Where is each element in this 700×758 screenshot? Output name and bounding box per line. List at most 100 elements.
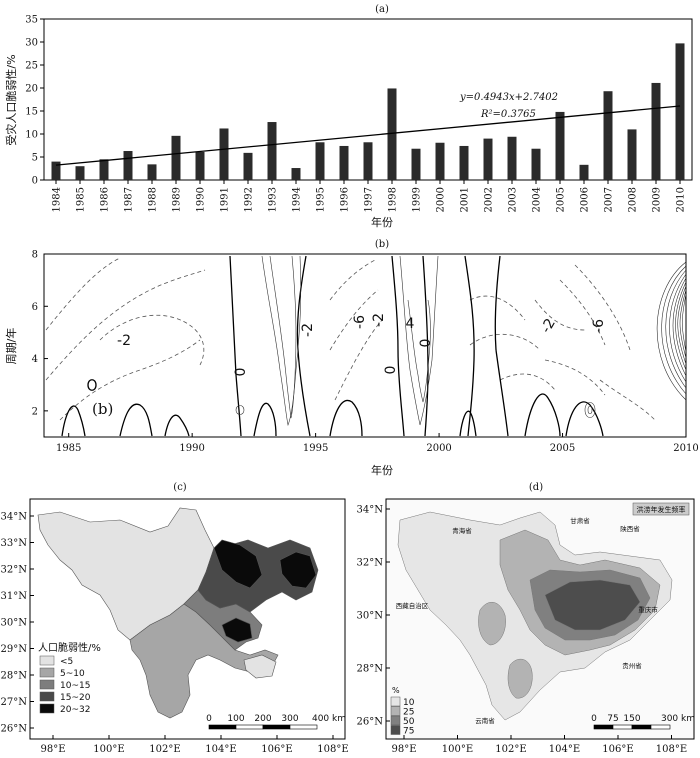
bar-2003 bbox=[507, 136, 517, 180]
scale-label: 300 bbox=[281, 714, 298, 724]
lon-tick-label: 102°E bbox=[495, 744, 526, 755]
contour-label: -6 bbox=[591, 319, 607, 333]
legend-label: 10~15 bbox=[60, 681, 90, 691]
x-tick-label: 2005 bbox=[556, 187, 567, 212]
lat-tick-label: 32°N bbox=[357, 558, 384, 569]
x-tick-label: 1996 bbox=[340, 187, 351, 212]
legend-label: 15~20 bbox=[60, 693, 91, 703]
scale-segment bbox=[612, 724, 633, 730]
legend-label: <5 bbox=[60, 657, 73, 667]
bar-1984 bbox=[51, 161, 61, 180]
bar-1998 bbox=[387, 88, 397, 180]
contour-label: -2 bbox=[538, 316, 559, 336]
bar-2006 bbox=[579, 164, 589, 180]
bar-2010 bbox=[675, 43, 685, 180]
x-tick-label: 2006 bbox=[580, 187, 591, 212]
panel-b-label: (b) bbox=[375, 239, 389, 250]
y-tick-label: 20 bbox=[25, 84, 38, 95]
bar-2009 bbox=[651, 82, 661, 180]
legend-swatch bbox=[39, 691, 55, 702]
x-tick-label: 1985 bbox=[56, 443, 81, 454]
scale-segment bbox=[235, 724, 264, 730]
lon-tick-label: 100°E bbox=[442, 744, 473, 755]
panel-c-label: (c) bbox=[173, 482, 187, 493]
legend-swatch bbox=[39, 679, 55, 690]
lon-tick-label: 106°E bbox=[602, 744, 633, 755]
x-tick-label: 2007 bbox=[604, 187, 615, 212]
panel-c-map: (c) 34°N 33°N 32°N 31°N 30°N 29°N 28°N 27°N 26°N… bbox=[1, 482, 349, 755]
panel-d-legend-title: % bbox=[392, 686, 400, 695]
bar-1992 bbox=[243, 152, 253, 180]
bar-1994 bbox=[291, 168, 301, 180]
scale-label: 300 km bbox=[661, 714, 695, 724]
vulnerability-regions bbox=[37, 507, 319, 719]
x-tick-label: 2009 bbox=[652, 187, 663, 212]
x-tick-label: 2004 bbox=[532, 187, 543, 212]
y-tick-label: 0 bbox=[32, 176, 38, 187]
contour-label: 4 bbox=[406, 316, 415, 332]
bar-2007 bbox=[603, 91, 613, 180]
bar-1996 bbox=[339, 145, 349, 180]
y-tick-label: 10 bbox=[25, 130, 38, 141]
contour-label: -2 bbox=[117, 333, 131, 349]
lon-tick-label: 104°E bbox=[205, 744, 236, 755]
y-tick-label: 35 bbox=[25, 15, 38, 26]
lat-tick-label: 31°N bbox=[1, 591, 28, 602]
x-tick-label: 1999 bbox=[412, 187, 423, 212]
bar-1997 bbox=[363, 142, 373, 180]
x-tick-label: 1989 bbox=[172, 187, 183, 212]
lon-tick-label: 108°E bbox=[656, 744, 687, 755]
lat-tick-label: 34°N bbox=[357, 505, 384, 516]
x-tick-label: 1994 bbox=[292, 187, 303, 212]
scale-segment bbox=[631, 724, 652, 730]
legend-swatch bbox=[39, 655, 55, 666]
y-tick-label: 6 bbox=[32, 302, 38, 313]
place-label: 陕西省 bbox=[620, 524, 640, 533]
legend-label: 10 bbox=[403, 698, 415, 708]
y-tick-label: 30 bbox=[25, 38, 38, 49]
lon-tick-label: 108°E bbox=[317, 744, 348, 755]
x-tick-label: 2001 bbox=[460, 187, 471, 212]
legend-label: 25 bbox=[403, 708, 414, 718]
wavelet-contours bbox=[45, 255, 687, 437]
bar-2004 bbox=[531, 148, 541, 180]
panel-a-label: (a) bbox=[375, 4, 389, 15]
scale-segment bbox=[289, 724, 318, 730]
bar-2001 bbox=[459, 145, 469, 180]
panel-d-title: 洪涝年发生频率 bbox=[637, 505, 686, 514]
bar-1987 bbox=[123, 151, 133, 180]
x-tick-label: 1985 bbox=[76, 187, 87, 212]
x-tick-label: 1984 bbox=[52, 187, 63, 212]
bar-1995 bbox=[315, 142, 325, 180]
x-tick-label: 2010 bbox=[676, 187, 687, 212]
region-20-32-north bbox=[213, 539, 263, 589]
y-tick-label: 8 bbox=[32, 250, 38, 261]
scale-segment bbox=[593, 724, 614, 730]
x-tick-label: 1990 bbox=[179, 443, 204, 454]
legend-swatch bbox=[390, 715, 401, 726]
lat-tick-label: 28°N bbox=[357, 664, 384, 675]
bar-1989 bbox=[171, 135, 181, 180]
panel-c-legend-title: 人口脆弱性/% bbox=[38, 641, 101, 654]
scale-label: 0 bbox=[591, 714, 597, 724]
bar-1986 bbox=[99, 159, 109, 180]
lat-tick-label: 30°N bbox=[357, 611, 384, 622]
trend-r2: R²=0.3765 bbox=[480, 109, 536, 120]
panel-b-inner-label: (b) bbox=[92, 400, 113, 418]
contour-label: 0 bbox=[383, 366, 399, 375]
x-tick-label: 2002 bbox=[484, 187, 495, 212]
panel-a-ylabel: 受灾人口脆弱性/% bbox=[4, 54, 18, 145]
trend-equation: y=0.4943x+2.7402 bbox=[459, 92, 558, 103]
legend-swatch bbox=[390, 696, 401, 707]
bar-1988 bbox=[147, 164, 157, 180]
legend-label: 5~10 bbox=[60, 669, 85, 679]
lon-tick-label: 98°E bbox=[391, 744, 416, 755]
place-label: 甘肃省 bbox=[570, 516, 590, 525]
legend-swatch bbox=[39, 667, 55, 678]
panel-a-xlabel: 年份 bbox=[371, 215, 393, 229]
flood-frequency-regions bbox=[397, 511, 673, 721]
bar-1990 bbox=[195, 151, 205, 180]
lat-tick-label: 28°N bbox=[1, 671, 28, 682]
scale-label: 200 bbox=[254, 714, 271, 724]
